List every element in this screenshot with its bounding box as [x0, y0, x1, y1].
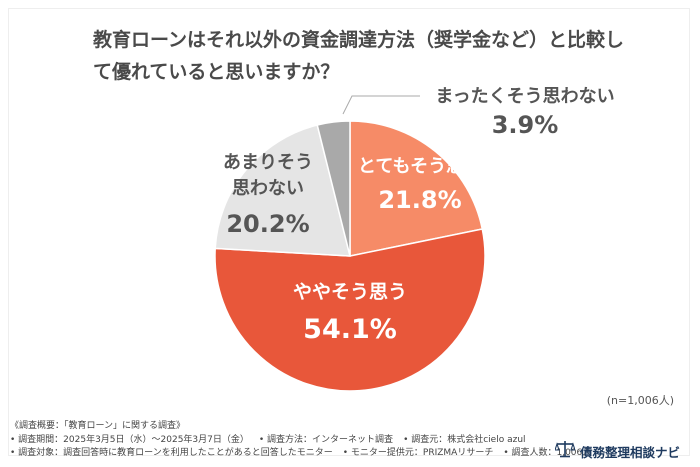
brand-logo: 債務整理相談ナビ: [554, 440, 680, 462]
survey-overview: 《調査概要：「教育ローン」に関する調査》 • 調査期間：2025年3月5日（水）…: [10, 420, 591, 461]
slice-value-2: 54.1%: [303, 314, 397, 345]
chart-frame: [8, 8, 690, 456]
slice-label-3-line-2: 思わない: [232, 178, 304, 199]
survey-line-2: • 調査対象：調査回答時に教育ローンを利用したことがあると回答したモニター • モ…: [10, 447, 591, 461]
pie-slice-3: [214, 124, 351, 257]
slice-label-4-line-1: まったくそう思わない: [435, 86, 614, 107]
pie-slice-2: [214, 228, 486, 392]
slice-label-3-line-1: あまりそう: [223, 152, 313, 173]
brand-name: 債務整理相談ナビ: [579, 444, 680, 460]
slice-value-4: 3.9%: [492, 111, 559, 139]
survey-period: • 調査期間：2025年3月5日（水）～2025年3月7日（金）: [10, 434, 249, 445]
scales-icon: [554, 440, 576, 462]
survey-source: • 調査元：株式会社cielo azul: [403, 434, 526, 445]
pie-slice-1: [349, 120, 484, 257]
slice-value-3: 20.2%: [226, 210, 309, 238]
slice-value-1: 21.8%: [378, 186, 461, 214]
survey-provider: • モニター提供元：PRIZMAリサーチ: [342, 448, 494, 458]
slice-label-1-line-1: とてもそう思う: [358, 156, 482, 177]
leader-line-4: [342, 95, 420, 115]
survey-target: • 調査対象：調査回答時に教育ローンを利用したことがあると回答したモニター: [10, 448, 333, 458]
survey-line-1: • 調査期間：2025年3月5日（水）～2025年3月7日（金） • 調査方法：イ…: [10, 434, 570, 448]
slice-label-2-line-1: ややそう思う: [293, 281, 407, 303]
survey-heading: 《調査概要：「教育ローン」に関する調査》: [10, 421, 186, 431]
pie-slice-4: [316, 120, 351, 257]
chart-title: 教育ローンはそれ以外の資金調達方法（奨学金など）と比較して優れていると思いますか…: [93, 29, 625, 83]
sample-size-note: (n=1,006人): [606, 394, 674, 407]
survey-count: • 調査人数：1,006人: [503, 448, 592, 458]
survey-method: • 調査方法：インターネット調査: [258, 434, 394, 445]
